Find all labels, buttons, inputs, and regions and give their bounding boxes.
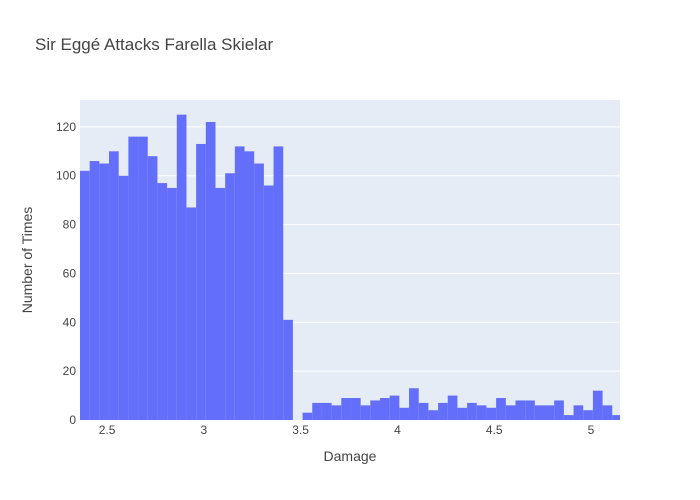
chart-title: Sir Eggé Attacks Farella Skielar bbox=[35, 35, 273, 54]
histogram-bar bbox=[167, 187, 177, 420]
histogram-bar bbox=[244, 151, 255, 420]
histogram-bar bbox=[225, 173, 235, 420]
histogram-bar bbox=[196, 143, 206, 420]
histogram-bar bbox=[525, 400, 535, 420]
y-tick-label: 0 bbox=[69, 413, 76, 427]
y-tick-label: 120 bbox=[56, 120, 76, 134]
histogram-bar bbox=[341, 398, 351, 420]
histogram-bar bbox=[496, 398, 506, 420]
y-tick-label: 60 bbox=[63, 266, 77, 280]
histogram-bar bbox=[186, 207, 197, 420]
histogram-bar bbox=[263, 185, 274, 420]
y-tick-label: 20 bbox=[63, 364, 77, 378]
histogram-bar bbox=[486, 407, 497, 420]
histogram-bar bbox=[370, 400, 380, 420]
x-axis-title: Damage bbox=[324, 448, 377, 464]
histogram-bar bbox=[205, 121, 216, 420]
x-tick-label: 2.5 bbox=[99, 423, 116, 437]
histogram-bar bbox=[360, 405, 371, 420]
histogram-bar bbox=[476, 405, 487, 420]
histogram-bar bbox=[321, 402, 332, 420]
x-tick-label: 4 bbox=[394, 423, 401, 437]
histogram-bar bbox=[147, 156, 158, 420]
x-tick-label: 4.5 bbox=[486, 423, 503, 437]
histogram-bar bbox=[438, 402, 448, 420]
histogram-bar bbox=[283, 319, 293, 420]
histogram-bar bbox=[409, 388, 419, 420]
histogram-bar bbox=[302, 412, 313, 420]
histogram-bar bbox=[350, 398, 361, 420]
histogram-bar bbox=[592, 390, 603, 420]
histogram-bar bbox=[515, 400, 526, 420]
histogram-bar bbox=[573, 405, 584, 420]
y-tick-label: 80 bbox=[63, 218, 77, 232]
histogram-bar bbox=[99, 163, 110, 420]
histogram-bar bbox=[254, 163, 264, 420]
histogram-bar bbox=[428, 410, 439, 420]
histogram-bar bbox=[234, 146, 245, 420]
histogram-bar bbox=[534, 405, 545, 420]
histogram-bar bbox=[109, 151, 119, 420]
histogram-bar bbox=[380, 398, 390, 420]
histogram-bar bbox=[602, 405, 613, 420]
histogram-bar bbox=[563, 415, 574, 420]
x-tick-label: 5 bbox=[588, 423, 595, 437]
histogram-bar bbox=[457, 407, 468, 420]
histogram-bar bbox=[447, 395, 458, 420]
histogram-bar bbox=[399, 407, 410, 420]
histogram-bar bbox=[80, 170, 90, 420]
histogram-bar bbox=[157, 183, 168, 420]
x-tick-label: 3.5 bbox=[292, 423, 309, 437]
histogram-bars bbox=[80, 114, 620, 420]
histogram-bar bbox=[389, 395, 400, 420]
histogram-bar bbox=[89, 161, 100, 420]
histogram-bar bbox=[273, 146, 284, 420]
histogram-bar bbox=[176, 114, 187, 420]
y-tick-label: 40 bbox=[63, 315, 77, 329]
histogram-bar bbox=[138, 136, 148, 420]
x-tick-label: 3 bbox=[201, 423, 208, 437]
y-axis-ticks: 0 20 40 60 80 100 120 bbox=[56, 120, 76, 427]
y-axis-title: Number of Times bbox=[19, 207, 35, 314]
histogram-bar bbox=[118, 175, 129, 420]
y-tick-label: 100 bbox=[56, 169, 76, 183]
histogram-bar bbox=[128, 136, 139, 420]
x-axis-ticks: 2.5 3 3.5 4 4.5 5 bbox=[99, 423, 595, 437]
histogram-bar bbox=[554, 400, 564, 420]
histogram-bar bbox=[505, 405, 516, 420]
histogram-bar bbox=[215, 187, 226, 420]
histogram-bar bbox=[418, 402, 429, 420]
histogram-bar bbox=[467, 402, 477, 420]
histogram-bar bbox=[544, 405, 555, 420]
histogram-bar bbox=[612, 415, 620, 420]
histogram-bar bbox=[331, 405, 342, 420]
histogram-bar bbox=[312, 402, 322, 420]
histogram-bar bbox=[583, 410, 593, 420]
